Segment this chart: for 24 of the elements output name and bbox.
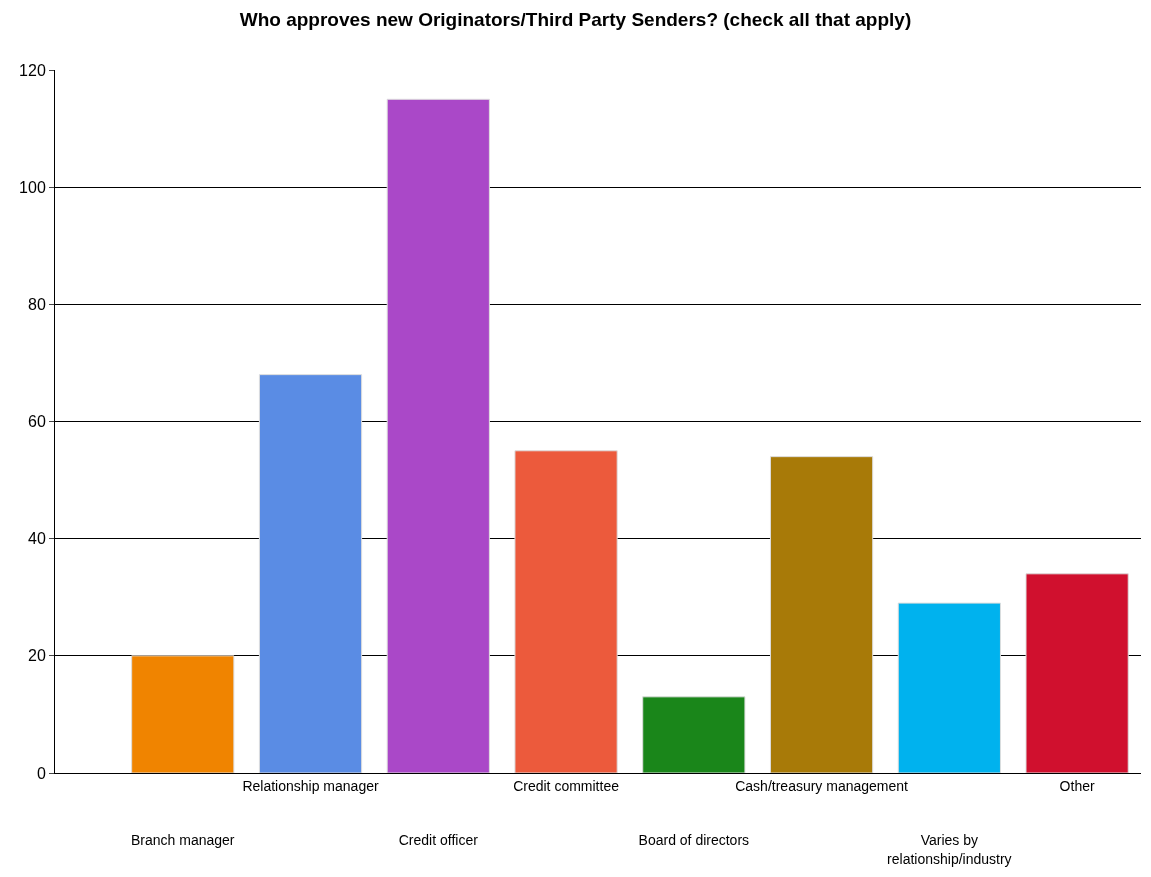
y-tick-label: 120	[19, 61, 46, 79]
bar	[386, 98, 490, 773]
bar	[514, 450, 618, 773]
y-tick-label: 60	[28, 413, 46, 431]
x-tick-label: Varies by relationship/industry	[887, 832, 1012, 867]
x-tick-label: Cash/treasury management	[735, 777, 909, 794]
y-tick-label: 100	[19, 178, 46, 196]
bar	[642, 696, 746, 773]
x-tick-label: Relationship manager	[242, 777, 379, 794]
x-tick-label: Branch manager	[131, 832, 235, 849]
y-tick-label: 20	[28, 647, 46, 665]
x-tick-label: Credit committee	[513, 777, 620, 794]
chart-title: Who approves new Originators/Third Party Senders? (check all that apply)	[239, 9, 912, 31]
y-tick-label: 80	[28, 295, 46, 313]
x-tick-label: Board of directors	[638, 832, 750, 849]
y-tick-label: 40	[28, 530, 46, 548]
bar	[131, 655, 235, 773]
x-tick-label: Credit officer	[398, 832, 479, 849]
bar	[258, 374, 363, 773]
bar	[1025, 573, 1129, 773]
y-tick-label: 0	[36, 764, 46, 782]
bar	[769, 456, 874, 773]
x-tick-label: Other	[1059, 777, 1095, 794]
bar	[897, 602, 1001, 773]
